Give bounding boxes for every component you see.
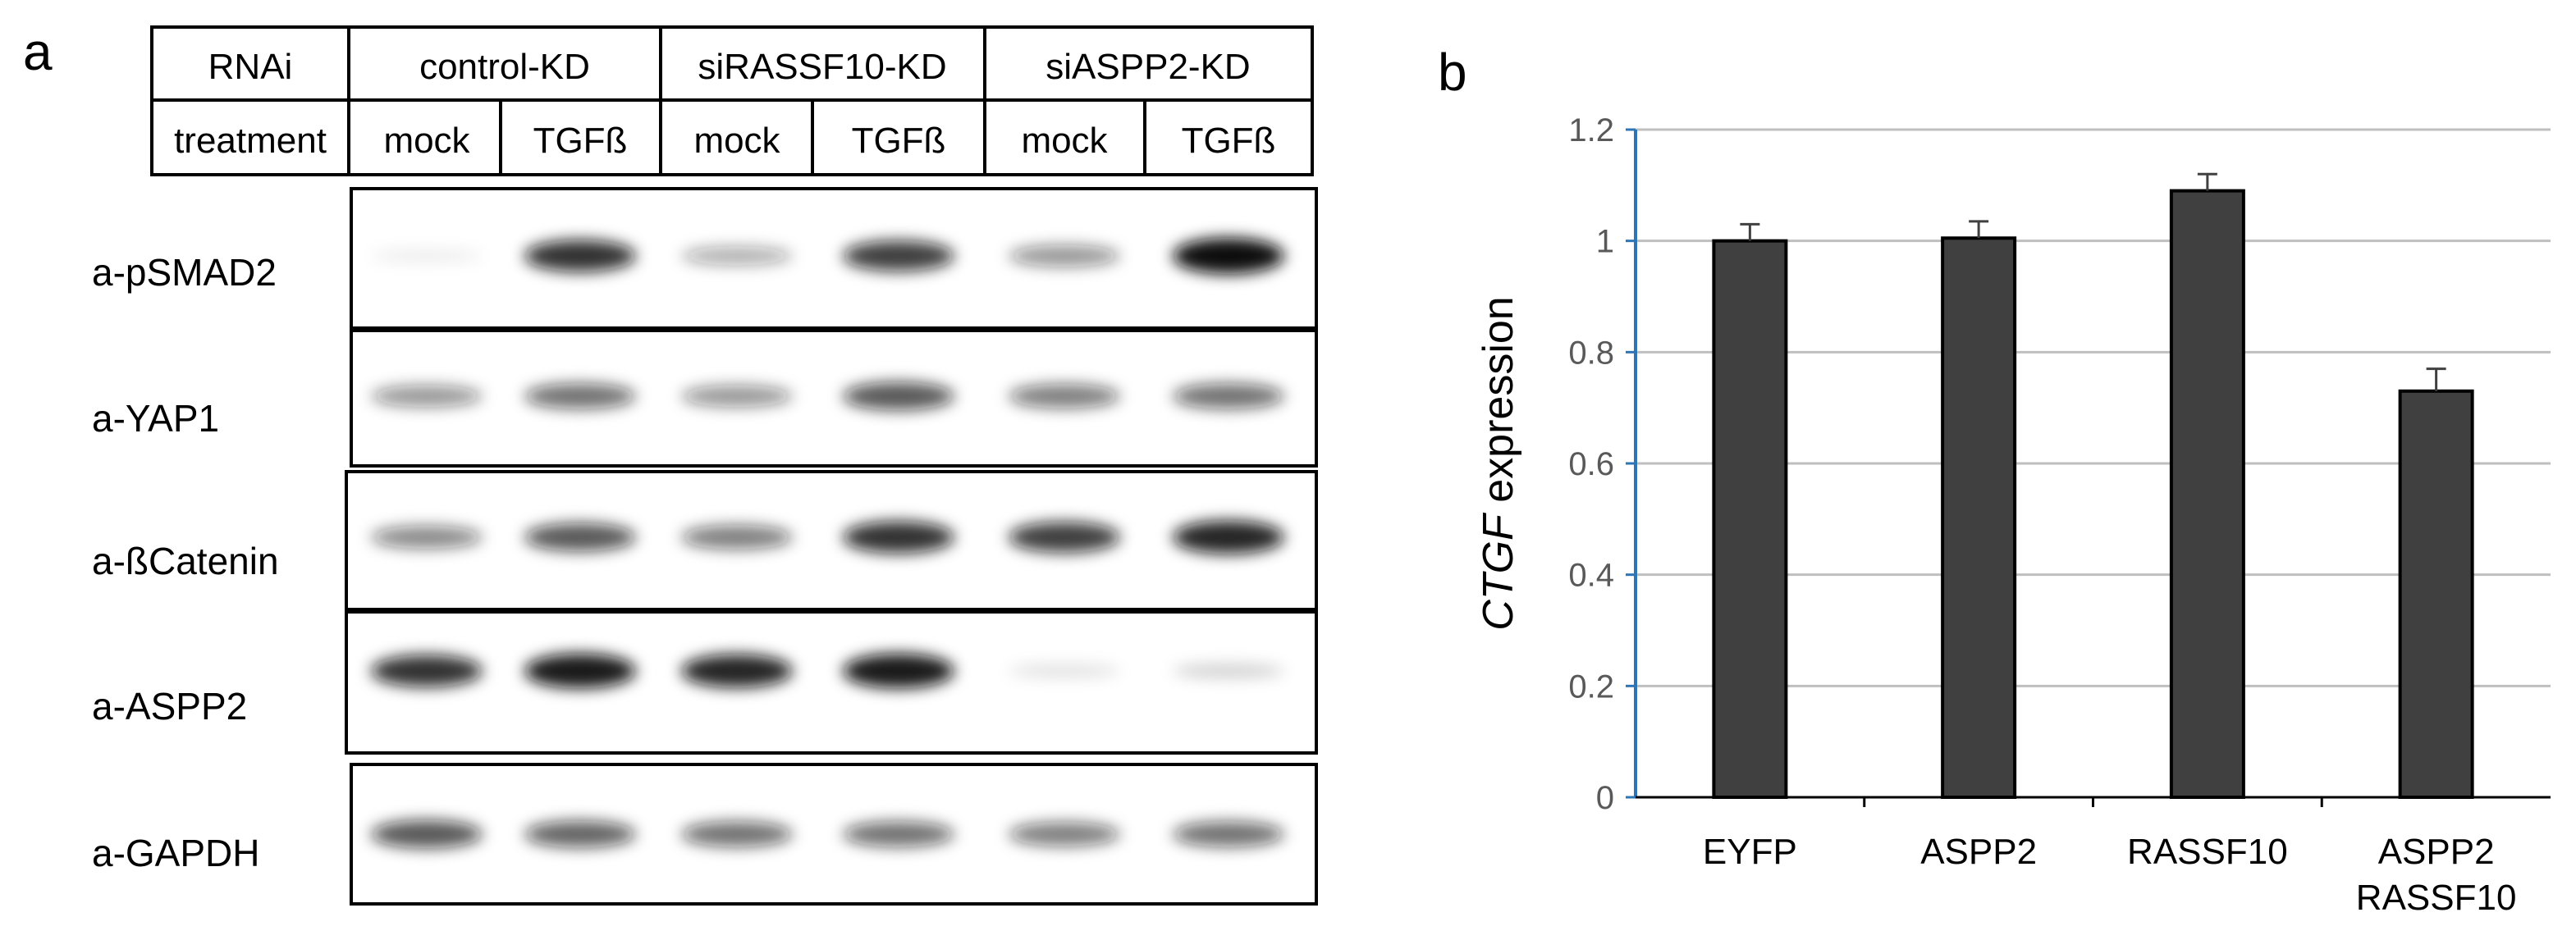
blot-band (1173, 238, 1284, 274)
blot-box (350, 763, 1318, 906)
blot-label: a-ßCatenin (92, 540, 279, 582)
bars (1712, 172, 2474, 800)
blot-label: a-YAP1 (92, 397, 219, 440)
blot-band (371, 249, 483, 262)
category-label: ASPP2 (1920, 832, 2037, 872)
blot-band (524, 820, 636, 848)
blot-label: a-GAPDH (92, 832, 259, 874)
treatment-cell: mock (1021, 121, 1108, 161)
blot-band (843, 521, 954, 554)
group-label: siASPP2-KD (1045, 47, 1250, 87)
bar (2398, 389, 2474, 799)
blot-band (1009, 664, 1120, 678)
group-label: siRASSF10-KD (698, 47, 946, 87)
blot-band (843, 653, 954, 689)
y-tick-label: 0.4 (1568, 558, 1614, 594)
blot-band (371, 819, 483, 849)
treatment-cell: TGFß (533, 121, 628, 161)
blot-band (524, 383, 636, 409)
y-tick-labels: 0 0.2 0.4 0.6 0.8 1 1.2 (1568, 112, 1636, 816)
bar (2169, 189, 2245, 800)
blot-box (350, 329, 1318, 468)
treatment-cell: mock (383, 121, 470, 161)
y-tick-label: 1 (1596, 224, 1614, 260)
blot-band (1009, 244, 1120, 267)
panel-a-letter: a (23, 22, 53, 81)
blot-box (350, 187, 1318, 330)
blot-band (681, 246, 793, 266)
blot-band (1009, 522, 1120, 553)
blot-band (843, 381, 954, 411)
treatment-cell: TGFß (1182, 121, 1276, 161)
panel-b-letter: b (1438, 43, 1467, 102)
category-label: EYFP (1703, 832, 1797, 872)
blot-band (371, 526, 483, 549)
blot-band (1173, 821, 1284, 847)
category-label: ASPP2 (2378, 832, 2495, 872)
blot-band (371, 655, 483, 687)
category-label: RASSF10 (2356, 878, 2517, 918)
blot-band (371, 385, 483, 408)
blot-band (843, 240, 954, 271)
blot-band (1173, 383, 1284, 409)
blot-band (843, 821, 954, 847)
category-label: RASSF10 (2127, 832, 2288, 872)
blot-band (1009, 384, 1120, 408)
y-tick-label: 0.8 (1568, 335, 1614, 371)
blot-label: a-ASPP2 (92, 685, 247, 728)
blot-band (524, 240, 636, 272)
group-label: control-KD (419, 47, 590, 87)
blot-band (681, 525, 793, 550)
ctgf-bar-chart: 0 0.2 0.4 0.6 0.8 1 1.2 EYFP ASPP2 RASSF10 ASPP2 R… (1475, 112, 2551, 918)
blot-band (681, 385, 793, 408)
blot-band (1173, 520, 1284, 554)
category-labels: EYFP ASPP2 RASSF10 ASPP2 RASSF10 (1703, 797, 2517, 918)
y-tick-label: 0 (1596, 780, 1614, 816)
bar (1712, 239, 1788, 799)
blot-band (1009, 822, 1120, 846)
y-tick-label: 1.2 (1568, 112, 1614, 148)
header-table: RNAi treatment control-KD siRASSF10-KD s… (150, 25, 1314, 176)
blot-box (345, 610, 1318, 755)
y-tick-label: 0.2 (1568, 668, 1614, 705)
y-tick-label: 0.6 (1568, 446, 1614, 482)
treatment-cell: TGFß (852, 121, 946, 161)
treatment-cell: mock (693, 121, 780, 161)
blot-box (345, 470, 1318, 611)
western-blot-panels (345, 187, 1318, 906)
y-axis-label: CTGF expression (1475, 296, 1522, 630)
treatment-label: treatment (174, 121, 327, 161)
blot-band (524, 653, 636, 689)
blot-band (1173, 664, 1284, 678)
blot-band (524, 522, 636, 552)
bar (1941, 236, 2017, 799)
gridlines (1636, 128, 2551, 687)
rnai-label: RNAi (208, 47, 293, 87)
blot-band (681, 654, 793, 688)
blot-band (681, 821, 793, 847)
blot-label: a-pSMAD2 (92, 251, 277, 294)
